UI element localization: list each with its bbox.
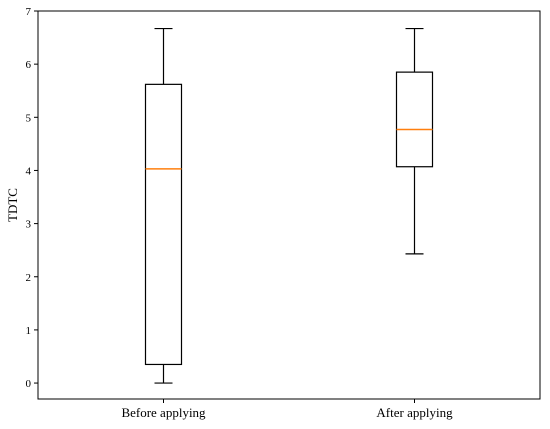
box-group <box>144 27 183 384</box>
x-tick-label: Before applying <box>121 405 206 420</box>
y-axis: 0 1 2 3 4 5 6 7 <box>26 6 38 390</box>
y-tick-label: 5 <box>26 112 32 124</box>
plot-area-frame <box>37 10 541 400</box>
y-tick-label: 3 <box>26 219 32 231</box>
box-iqr <box>395 71 434 168</box>
y-tick-label: 2 <box>26 272 32 284</box>
box-iqr <box>144 83 183 366</box>
y-axis-title: TDTC <box>5 188 20 222</box>
y-tick-label: 1 <box>26 325 32 337</box>
y-tick-label: 6 <box>26 59 32 71</box>
y-tick-label: 4 <box>26 165 32 177</box>
y-tick-label: 0 <box>26 378 32 390</box>
box-group <box>395 27 434 255</box>
box-series <box>144 27 434 384</box>
y-tick-label: 7 <box>26 6 32 18</box>
x-axis: Before applying After applying <box>121 399 453 420</box>
x-tick-label: After applying <box>376 405 453 420</box>
